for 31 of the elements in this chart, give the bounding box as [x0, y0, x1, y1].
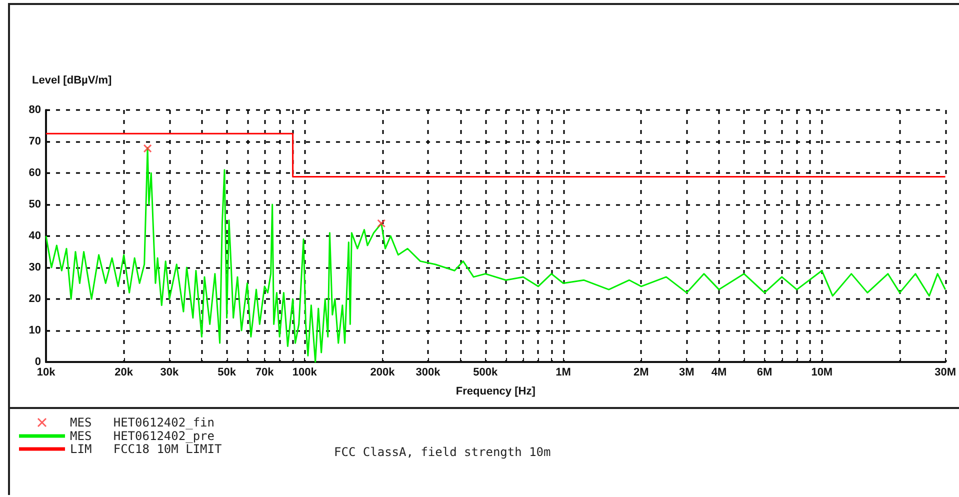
y-tick-label: 20 [28, 293, 41, 305]
y-tick-label: 70 [28, 136, 41, 148]
x-tick-label: 300k [416, 366, 442, 378]
text: FCC ClassA, field strength 10m [334, 445, 551, 459]
y-tick-label: 30 [28, 262, 41, 274]
y-tick-label: 50 [28, 198, 41, 210]
x-tick-label: 200k [370, 366, 396, 378]
y-tick-label: 40 [28, 230, 41, 242]
x-tick-label: 50k [218, 366, 237, 378]
x-tick-label: 4M [711, 366, 727, 378]
x-tick-label: 1M [556, 366, 571, 378]
x-tick-label: 30M [934, 366, 956, 378]
x-tick-label: 10k [36, 366, 56, 378]
legend-label: MES HET0612402_fin [70, 416, 214, 430]
legend-label: LIM FCC18 10M LIMIT [70, 442, 222, 456]
x-axis-title: Frequency [Hz] [456, 386, 536, 398]
x-tick-label: 70k [255, 366, 275, 378]
legend-label: MES HET0612402_pre [70, 429, 214, 443]
x-tick-label: 3M [679, 366, 694, 378]
y-tick-label: 80 [28, 104, 41, 116]
x-tick-label: 500k [473, 366, 499, 378]
y-tick-label: 10 [28, 324, 41, 336]
y-tick-label: 0 [34, 356, 41, 368]
x-tick-label: 10M [811, 366, 833, 378]
x-tick-label: 30k [160, 366, 180, 378]
x-tick-label: 6M [756, 366, 772, 378]
y-tick-label: 60 [28, 167, 41, 179]
x-tick-label: 20k [114, 366, 134, 378]
x-tick-label: 100k [292, 366, 318, 378]
y-axis-title: Level [dBµV/m] [32, 74, 112, 86]
x-tick-label: 2M [633, 366, 649, 378]
